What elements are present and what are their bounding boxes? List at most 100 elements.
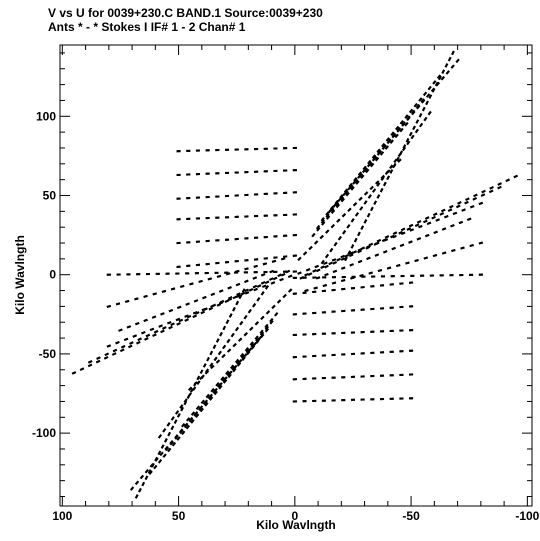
uv-point <box>217 383 222 388</box>
uv-point <box>277 273 282 278</box>
uv-point <box>227 286 232 290</box>
uv-point <box>283 270 288 273</box>
uv-point <box>209 396 214 401</box>
axis-ticks <box>60 45 532 506</box>
uv-point <box>112 348 118 353</box>
uv-point <box>406 115 411 120</box>
uv-point <box>235 326 239 332</box>
uv-point <box>198 406 203 411</box>
uv-point <box>141 481 146 487</box>
uv-point <box>244 171 249 174</box>
uv-point <box>205 368 210 373</box>
uv-point <box>160 312 165 316</box>
uv-point <box>176 218 181 221</box>
uv-point <box>436 74 442 79</box>
uv-point <box>366 212 371 218</box>
uv-point <box>243 271 248 274</box>
uv-point <box>432 80 437 85</box>
uv-point <box>308 245 313 251</box>
uv-point <box>195 149 200 152</box>
uv-point <box>444 63 449 68</box>
uv-point <box>254 170 259 173</box>
uv-point <box>312 269 317 273</box>
uv-point <box>176 241 181 245</box>
uv-point <box>248 288 254 292</box>
uv-point <box>115 341 120 345</box>
uv-point <box>331 376 336 379</box>
uv-point <box>283 169 288 172</box>
uv-point <box>124 299 130 303</box>
uv-point <box>262 262 268 266</box>
uv-point <box>409 329 414 332</box>
uv-point <box>126 325 132 329</box>
uv-point <box>399 305 404 309</box>
uv-point <box>292 233 297 237</box>
x-tick-label: -50 <box>402 509 420 523</box>
uv-point <box>350 375 356 378</box>
uv-point <box>186 241 191 244</box>
uv-point <box>370 285 375 288</box>
uv-point <box>399 373 404 376</box>
uv-point <box>186 217 191 220</box>
uv-point <box>273 214 278 217</box>
uv-point <box>212 389 217 394</box>
uv-point <box>213 356 218 362</box>
uv-point <box>218 289 224 293</box>
uv-point <box>367 160 372 165</box>
uv-point <box>176 197 181 200</box>
uv-point <box>348 182 353 188</box>
uv-point <box>440 76 445 81</box>
uv-point <box>164 438 168 443</box>
uv-point <box>489 186 494 190</box>
uv-point <box>459 274 464 277</box>
uv-point <box>165 272 170 275</box>
uv-point <box>199 407 204 413</box>
uv-point <box>312 276 317 279</box>
y-tick-label: -100 <box>32 426 56 440</box>
uv-point <box>312 399 317 402</box>
uv-point <box>260 291 265 296</box>
uv-point <box>428 94 433 99</box>
uv-point <box>287 274 293 278</box>
uv-point <box>205 239 210 243</box>
uv-point <box>370 330 375 333</box>
uv-point <box>370 307 375 311</box>
uv-point <box>282 293 287 299</box>
uv-point <box>144 469 149 474</box>
uv-point <box>320 265 325 269</box>
uv-point <box>404 122 409 127</box>
uv-point <box>235 358 240 364</box>
uv-point <box>241 288 246 293</box>
uv-point <box>129 341 134 345</box>
uv-point <box>190 419 195 424</box>
uv-point <box>304 289 309 293</box>
uv-point <box>331 281 337 285</box>
uv-point <box>210 304 215 308</box>
uv-point <box>451 50 455 56</box>
uv-point <box>360 286 365 289</box>
uv-point <box>375 180 380 185</box>
uv-point <box>130 486 135 491</box>
uv-point <box>399 150 403 156</box>
uv-point <box>292 333 297 336</box>
uv-point <box>226 348 232 353</box>
uv-point <box>272 276 278 281</box>
uv-point <box>116 273 121 276</box>
uv-point <box>330 207 335 213</box>
uv-point <box>513 174 518 179</box>
uv-point <box>120 348 125 353</box>
uv-point <box>353 177 358 182</box>
uv-point <box>215 338 220 343</box>
uv-point <box>481 189 486 194</box>
uv-point <box>190 388 194 393</box>
uv-point <box>360 375 365 378</box>
uv-point <box>273 270 278 273</box>
uv-point <box>409 305 414 308</box>
uv-point <box>292 146 297 150</box>
uv-point <box>505 178 510 183</box>
uv-point <box>347 207 352 212</box>
uv-point <box>478 241 484 245</box>
uv-point <box>376 238 382 243</box>
uv-point <box>222 344 227 350</box>
y-tick-label: 0 <box>49 268 56 282</box>
